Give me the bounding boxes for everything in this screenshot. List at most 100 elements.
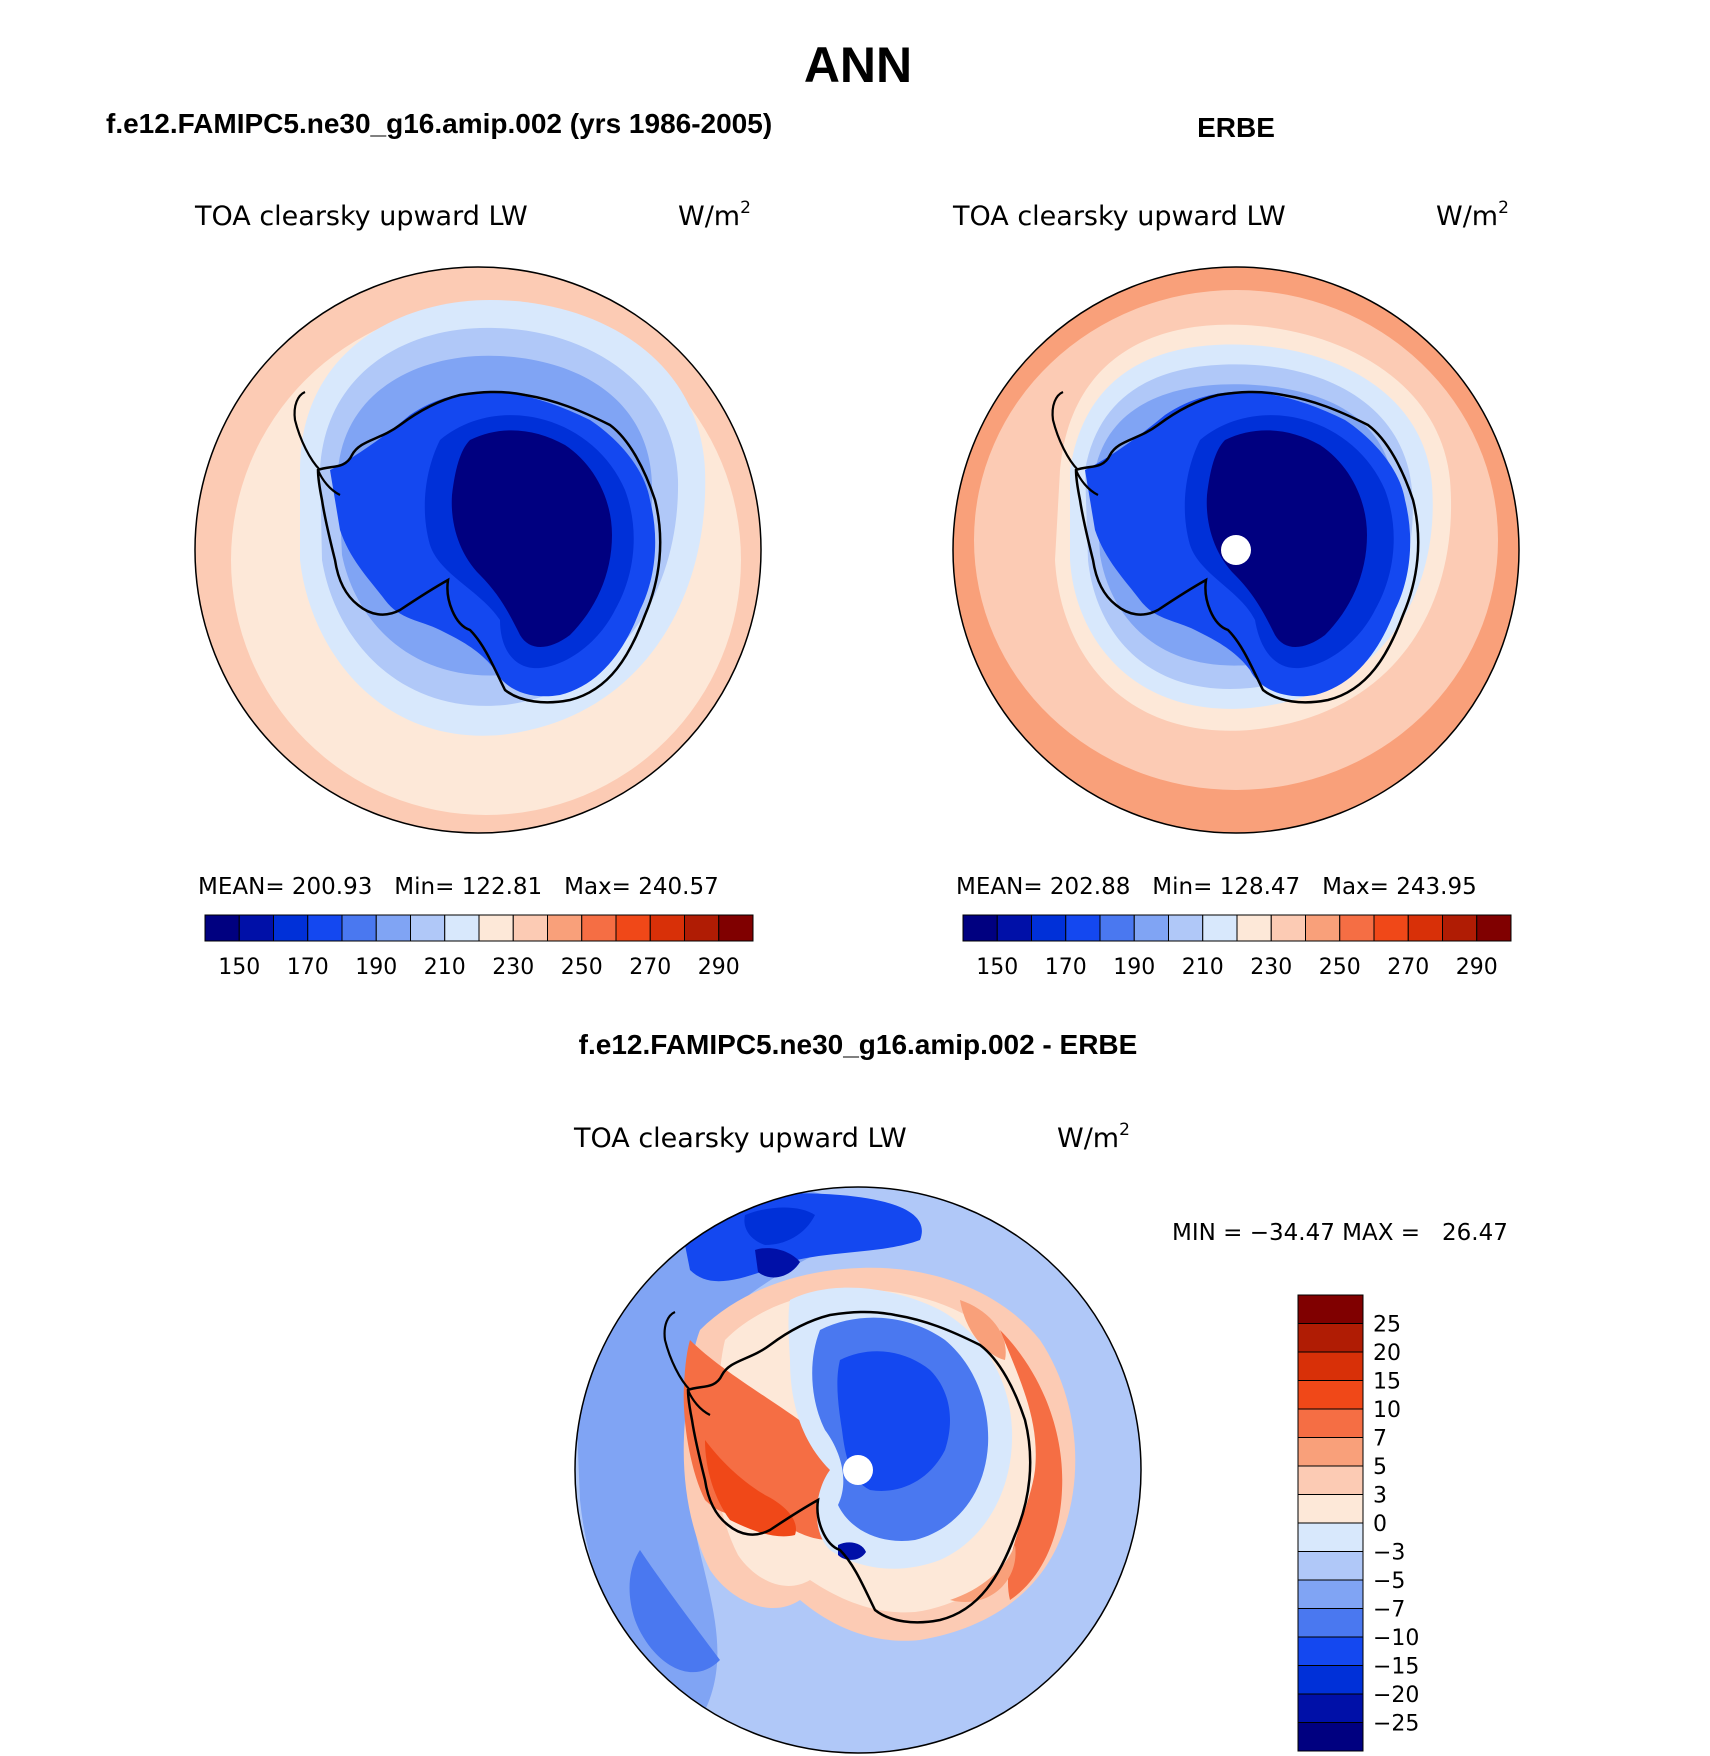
contour-minus20-north [744,1207,815,1245]
antarctica-core-fill [451,430,612,648]
antarctic-peninsula-coast [1051,390,1099,496]
colorbar-tick-label: 270 [629,955,671,980]
colorbar-tick-label: 0 [1373,1512,1387,1537]
polar-map-model [195,267,761,833]
colorbar-swatch [1297,1465,1364,1495]
colorbar-tick-label: 170 [1045,955,1087,980]
panel-obs-units: W/m2 [1436,198,1509,232]
colorbar-swatch [444,914,480,942]
colorbar-swatch [1297,1323,1364,1353]
colorbar-swatch [996,914,1032,942]
colorbar-swatch [1133,914,1169,942]
colorbar-swatch [1305,914,1341,942]
colorbar-swatch [615,914,651,942]
colorbar-tick-label: 10 [1373,1398,1401,1423]
colorbar-tick-label: 270 [1387,955,1429,980]
colorbar-swatch [1202,914,1238,942]
colorbar-tick-label: 25 [1373,1313,1401,1338]
units-base: W/m [1057,1123,1119,1154]
colorbar-tick-label: 210 [424,955,466,980]
panel-diff-units: W/m2 [1057,1120,1130,1154]
units-sup: 2 [740,198,751,218]
panel-obs-variable: TOA clearsky upward LW [952,201,1286,232]
contour-minus10-southwest [629,1550,720,1673]
colorbar-swatch [1297,1380,1364,1410]
colorbar-swatch [1297,1579,1364,1609]
colorbar-swatch [307,914,343,942]
colorbar-swatch [649,914,685,942]
colorbar-tick-label: 190 [1113,955,1155,980]
panel-model-units: W/m2 [678,198,751,232]
colorbar-tick-label: 290 [1456,955,1498,980]
pole-hole [843,1455,873,1485]
colorbar-tick-label: 15 [1373,1370,1401,1395]
panel-model: f.e12.FAMIPC5.ne30_g16.amip.002 (yrs 198… [106,108,772,980]
colorbar-swatch [1031,914,1067,942]
contour-plus10-east [1000,1330,1063,1600]
colorbar-tick-label: −7 [1373,1598,1405,1623]
contour-minus10-interior [837,1351,950,1491]
units-sup: 2 [1119,1120,1130,1140]
colorbar-swatch [1297,1693,1364,1723]
panel-obs-stats: MEAN= 202.88 Min= 128.47 Max= 243.95 [956,874,1477,900]
figure-title: ANN [804,37,912,93]
colorbar-tick-label: 20 [1373,1341,1401,1366]
colorbar-swatch [962,914,998,942]
antarctica-coastline [686,1310,1032,1624]
colorbar-swatch [478,914,514,942]
panel-obs: ERBE TOA clearsky upward LW W/m2 MEAN= 2… [952,112,1520,980]
panel-diff-variable: TOA clearsky upward LW [573,1123,907,1154]
colorbar-swatch [1476,914,1512,942]
colorbar-tick-label: 230 [1250,955,1292,980]
colorbar-swatch [1297,1608,1364,1638]
panel-obs-heading: ERBE [1197,112,1275,143]
contour-plus15-peninsula [705,1440,796,1537]
colorbar-diff: 25 20 15 10 7 5 3 0 −3 −5 −7 −10 −15 −20 −25 [1297,1294,1419,1752]
contour-minus25-north [755,1248,800,1278]
antarctic-peninsula-coast [293,390,341,496]
colorbar-tick-label: 7 [1373,1427,1387,1452]
colorbar-swatch [1297,1437,1364,1467]
colorbar-tick-label: −25 [1373,1712,1419,1737]
colorbar-tick-label: 250 [1319,955,1361,980]
colorbar-swatch [1297,1636,1364,1666]
colorbar-tick-label: −5 [1373,1569,1405,1594]
colorbar-swatch [547,914,583,942]
colorbar-tick-label: −20 [1373,1683,1419,1708]
colorbar-swatch [204,914,240,942]
colorbar-swatch [1297,1522,1364,1552]
antarctica-coastline [1074,390,1420,704]
units-base: W/m [678,201,740,232]
panel-model-stats: MEAN= 200.93 Min= 122.81 Max= 240.57 [198,874,719,900]
colorbar-swatch [718,914,754,942]
colorbar-tick-label: −15 [1373,1655,1419,1680]
polar-map-diff [575,1187,1141,1753]
colorbar-swatch [1236,914,1272,942]
map-boundary-obs [952,266,1520,834]
polar-map-obs [953,267,1519,833]
colorbar-tick-label: −3 [1373,1541,1405,1566]
colorbar-swatch [1099,914,1135,942]
panel-model-heading: f.e12.FAMIPC5.ne30_g16.amip.002 (yrs 198… [106,108,772,139]
colorbar-swatch [684,914,720,942]
colorbar-tick-label: 230 [492,955,534,980]
colorbar-tick-label: 170 [287,955,329,980]
colorbar-model: 150 170 190 210 230 250 270 290 [204,914,754,980]
colorbar-swatch [375,914,411,942]
colorbar-tick-label: 3 [1373,1484,1387,1509]
contour-plus5-patches [950,1300,1016,1602]
colorbar-swatch [410,914,446,942]
colorbar-tick-label: 150 [218,955,260,980]
units-base: W/m [1436,201,1498,232]
colorbar-tick-label: 290 [698,955,740,980]
pole-hole [1221,535,1251,565]
antarctica-core-fill [1206,430,1367,648]
colorbar-swatch [512,914,548,942]
colorbar-tick-label: 150 [976,955,1018,980]
colorbar-tick-label: 250 [561,955,603,980]
colorbar-swatch [1297,1294,1364,1324]
colorbar-tick-label: 210 [1182,955,1224,980]
colorbar-swatch [1168,914,1204,942]
antarctic-peninsula-coast [663,1310,711,1416]
